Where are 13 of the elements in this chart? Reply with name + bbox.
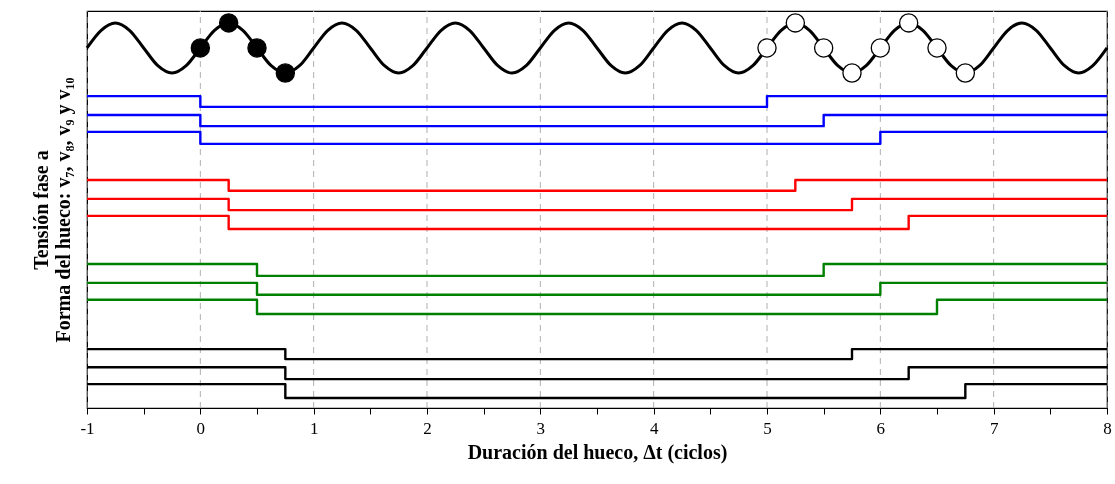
x-tick-label: 2 xyxy=(423,418,432,438)
x-tick-label: 3 xyxy=(536,418,546,438)
x-tick-label: 6 xyxy=(876,418,886,438)
x-tick-label: 7 xyxy=(989,418,999,438)
text: Forma del hueco: v₇, v₈, v₉ y v₁₀ xyxy=(51,77,74,343)
x-tick-label: 4 xyxy=(649,418,659,438)
x-tick-label: 8 xyxy=(1103,418,1112,438)
x-tick-label: 5 xyxy=(763,418,772,438)
x-tick-label: 1 xyxy=(309,418,319,438)
x-tick-label: -1 xyxy=(80,418,95,438)
x-tick-label: 0 xyxy=(196,418,206,438)
x-axis-title: Duración del hueco, Δt (ciclos) xyxy=(467,440,728,464)
text: Tensión fase a xyxy=(29,150,52,270)
